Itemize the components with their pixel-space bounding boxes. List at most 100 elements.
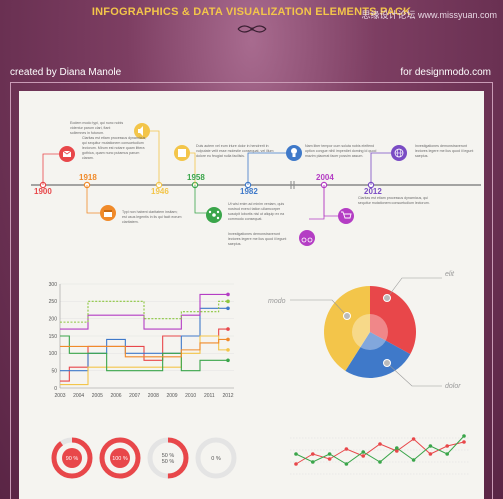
series-end-point bbox=[226, 358, 230, 363]
pie-label-left: modo bbox=[268, 298, 286, 305]
pie-slice bbox=[324, 286, 370, 371]
line-chart: 0 50 100 150 200 250 300 2003 2004 2005 2006 2007 20… bbox=[49, 282, 234, 399]
series-end-point bbox=[226, 292, 230, 297]
series-point bbox=[361, 450, 365, 454]
donut-label: 50 % bbox=[162, 459, 175, 465]
y-tick-label: 200 bbox=[49, 316, 58, 322]
timeline-note: Investigationes demonstraverunt lectores… bbox=[415, 144, 474, 158]
series-point bbox=[411, 458, 416, 462]
series-point bbox=[411, 437, 416, 441]
puzzle-icon bbox=[174, 145, 190, 161]
timeline-note: Claritas est etiam processus dynamicus, … bbox=[358, 196, 430, 205]
year-1982: 1982 bbox=[240, 187, 258, 196]
donut-arc bbox=[147, 437, 189, 479]
page-title: INFOGRAPHICS & DATA VISUALIZATION ELEMEN… bbox=[91, 6, 412, 18]
x-tick-label: 2003 bbox=[54, 393, 65, 399]
x-tick-label: 2007 bbox=[129, 393, 140, 399]
donut-label: 50 % bbox=[162, 453, 175, 459]
series-point bbox=[428, 444, 433, 448]
series-end-point bbox=[226, 299, 230, 304]
timeline bbox=[31, 123, 481, 246]
series-point bbox=[294, 452, 298, 456]
series-point bbox=[378, 442, 382, 446]
pie-marker bbox=[383, 294, 391, 302]
pie-chart bbox=[290, 277, 442, 387]
series-point bbox=[428, 452, 433, 456]
x-tick-label: 2005 bbox=[92, 393, 103, 399]
x-tick-label: 2008 bbox=[148, 393, 159, 399]
molecule-icon bbox=[206, 207, 222, 223]
donut-label: 90 % bbox=[66, 456, 79, 462]
site-credit: for designmodo.com bbox=[400, 67, 491, 78]
year-1958: 1958 bbox=[187, 173, 205, 182]
timeline-note: Typi non habent claritatem insitam; est … bbox=[122, 210, 182, 224]
globe-icon bbox=[391, 145, 407, 161]
cart-icon bbox=[338, 208, 354, 224]
speaker-icon bbox=[134, 123, 150, 139]
lightbulb-icon bbox=[286, 145, 302, 161]
content-frame bbox=[10, 82, 493, 499]
y-tick-label: 250 bbox=[49, 299, 58, 305]
timeline-note: Nam liber tempor cum soluta nobis eleife… bbox=[305, 144, 377, 158]
x-tick-label: 2004 bbox=[73, 393, 84, 399]
series-point bbox=[311, 460, 315, 464]
series-point bbox=[344, 447, 349, 451]
timeline-note: Ut wisi enim ad minim veniam, quis nostr… bbox=[228, 202, 285, 221]
timeline-note: Eodem modo typi, qui nunc nobis videntur… bbox=[70, 121, 124, 135]
series-line bbox=[60, 293, 228, 330]
series-end-point bbox=[226, 306, 230, 311]
pie-label-bottom: dolor bbox=[445, 383, 461, 390]
pie-label-top: elit bbox=[445, 271, 454, 278]
series-line bbox=[60, 335, 228, 386]
series-line bbox=[60, 307, 228, 372]
series-line bbox=[60, 335, 228, 372]
year-1900: 1900 bbox=[34, 187, 52, 196]
x-tick-label: 2011 bbox=[204, 393, 215, 399]
donut-row: 90 % 100 % 50 %50 % 0 % bbox=[51, 437, 237, 479]
series-end-point bbox=[226, 327, 230, 331]
bicycle-icon bbox=[299, 230, 315, 246]
series-point bbox=[378, 460, 382, 464]
watermark: 思缘设计论坛 www.missyuan.com bbox=[361, 10, 497, 20]
year-1918: 1918 bbox=[79, 173, 97, 182]
donut-arc bbox=[51, 437, 93, 479]
y-tick-label: 50 bbox=[51, 368, 57, 374]
series-point bbox=[445, 444, 449, 448]
series-point bbox=[445, 452, 449, 456]
x-tick-label: 2006 bbox=[110, 393, 121, 399]
x-tick-label: 2010 bbox=[185, 393, 196, 399]
donut-label: 0 % bbox=[211, 456, 221, 462]
mini-line-chart bbox=[290, 434, 470, 475]
series-point bbox=[327, 457, 332, 461]
series-line bbox=[60, 328, 228, 382]
donut-arc bbox=[99, 437, 141, 479]
x-tick-label: 2012 bbox=[222, 393, 233, 399]
series-point bbox=[462, 434, 466, 438]
series-end-point bbox=[226, 337, 230, 342]
timeline-note: Duis autem vel eum iriure dolor in hendr… bbox=[196, 144, 274, 158]
ornament-icon bbox=[237, 25, 267, 33]
series-point bbox=[344, 462, 349, 466]
series-end-point bbox=[226, 348, 230, 352]
content-panel bbox=[19, 91, 484, 499]
year-1946: 1946 bbox=[151, 187, 169, 196]
y-tick-label: 150 bbox=[49, 334, 58, 340]
year-2004: 2004 bbox=[316, 173, 334, 182]
donut-label: 100 % bbox=[112, 456, 128, 462]
pie-slice bbox=[345, 332, 411, 378]
timeline-note: Claritas est etiam processus dynamicus, … bbox=[82, 136, 147, 160]
series-point bbox=[462, 440, 466, 444]
x-tick-label: 2009 bbox=[166, 393, 177, 399]
series-point bbox=[395, 446, 399, 450]
mail-icon bbox=[59, 146, 75, 162]
pie-marker bbox=[383, 359, 391, 367]
author-credit: created by Diana Manole bbox=[10, 67, 122, 78]
timeline-note: Investigationes demonstraverunt lectores… bbox=[228, 232, 287, 246]
series-point bbox=[327, 452, 332, 456]
y-tick-label: 0 bbox=[54, 386, 57, 392]
year-2012: 2012 bbox=[364, 187, 382, 196]
pie-slice bbox=[370, 286, 416, 355]
series-point bbox=[311, 452, 315, 456]
pie-center bbox=[352, 314, 388, 350]
y-tick-label: 100 bbox=[49, 351, 58, 357]
